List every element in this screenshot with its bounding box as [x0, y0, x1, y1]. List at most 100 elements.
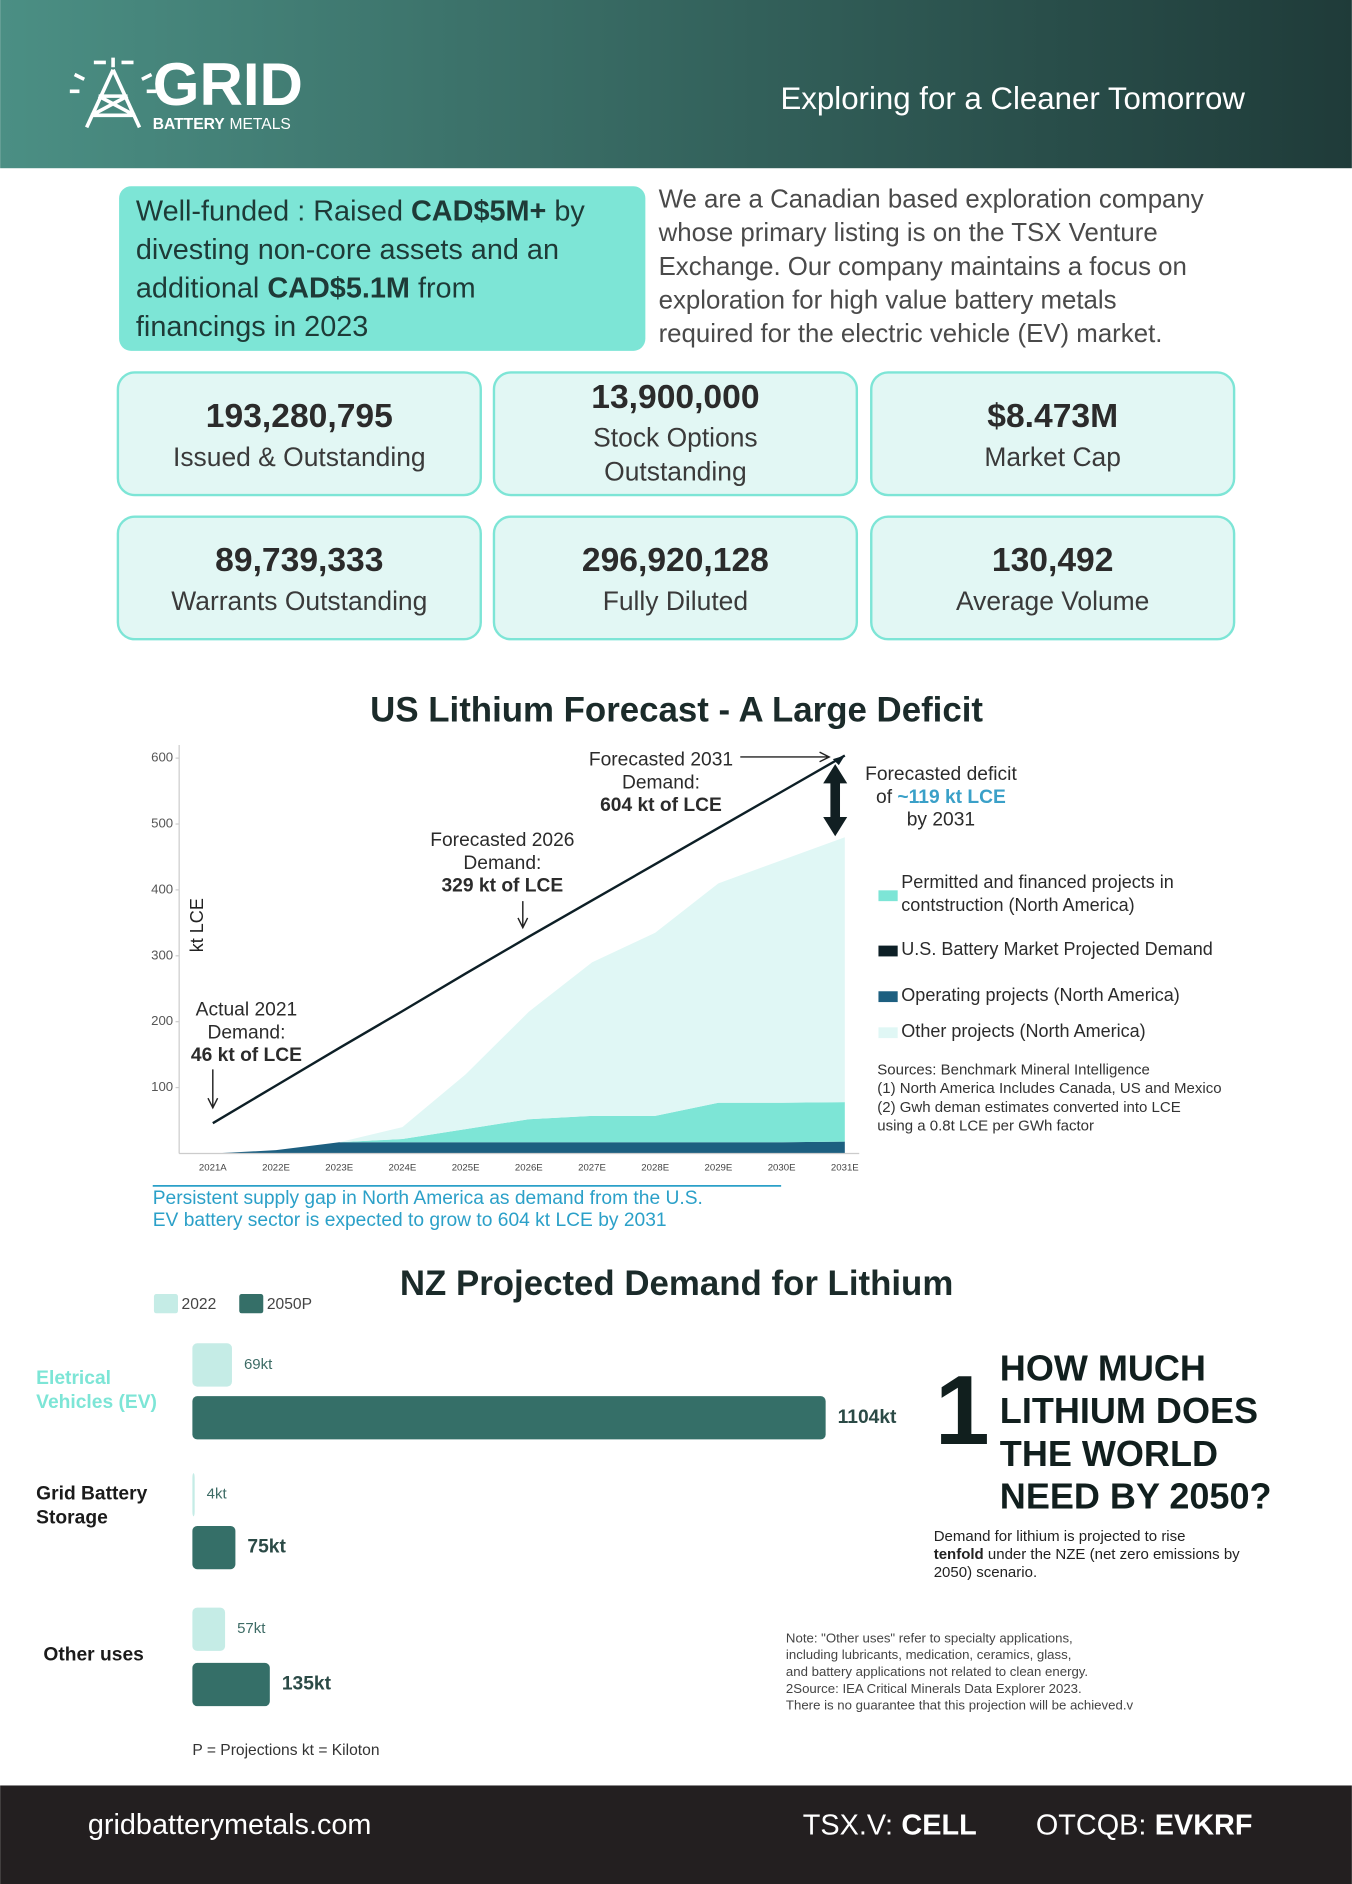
caption-line: EV battery sector is expected to grow to…	[153, 1210, 667, 1231]
callout-number: 1	[935, 1355, 990, 1465]
source-line: (2) Gwh deman estimates converted into L…	[877, 1099, 1180, 1116]
x-tick-label: 2026E	[515, 1162, 543, 1173]
source-line: using a 0.8t LCE per GWh factor	[877, 1117, 1094, 1134]
source-line: Sources: Benchmark Mineral Intelligence	[877, 1062, 1150, 1079]
x-tick-label: 2031E	[831, 1162, 859, 1173]
x-tick-label: 2024E	[389, 1162, 417, 1173]
category-label: Other uses	[43, 1644, 144, 1666]
stat-value: $8.473M	[987, 398, 1118, 435]
intro-line: whose primary listing is on the TSX Vent…	[658, 219, 1158, 247]
annotation-line: 46 kt of LCE	[191, 1045, 302, 1066]
ticker-symbol: CELL	[901, 1809, 976, 1841]
text-run: Actual 2021	[196, 1000, 298, 1021]
legend-label: Operating projects (North America)	[901, 984, 1180, 1006]
text-run: Well-funded : Raised	[136, 195, 411, 227]
text-run: of	[876, 787, 897, 808]
text-run: Demand:	[207, 1022, 285, 1043]
category-label: Eletrical Vehicles (EV)	[36, 1368, 157, 1413]
text-run: 329 kt of LCE	[441, 876, 563, 897]
legend-swatch	[878, 991, 898, 1003]
x-tick-label: 2028E	[641, 1162, 669, 1173]
header-band	[0, 0, 1352, 169]
text-run: under the NZE (net zero emissions by	[984, 1546, 1240, 1563]
text-run: Forecasted 2031	[589, 750, 733, 771]
note-line: Note: "Other uses" refer to specialty ap…	[786, 1630, 1073, 1645]
value-label: 1104kt	[838, 1407, 897, 1428]
stat-value: 193,280,795	[206, 398, 393, 435]
category-label-box: Other uses	[43, 1644, 144, 1666]
x-tick-label: 2030E	[768, 1162, 796, 1173]
stat-box	[116, 515, 482, 641]
annotation-arrow	[517, 901, 529, 930]
logo-main: GRID	[153, 51, 303, 118]
text-run: CAD$5M+	[411, 195, 546, 227]
logo-sub-bold: BATTERY	[153, 116, 226, 133]
value-label: 135kt	[282, 1674, 332, 1695]
y-tick-label: 200	[151, 1013, 173, 1028]
stat-label: Outstanding	[604, 456, 746, 486]
stat-label: Warrants Outstanding	[171, 586, 427, 616]
note-line: and battery applications not related to …	[786, 1664, 1088, 1679]
stat-box	[870, 371, 1236, 497]
x-tick-label: 2021A	[199, 1162, 227, 1173]
note-line: There is no guarantee that this projecti…	[786, 1698, 1134, 1713]
source-line: (1) North America Includes Canada, US an…	[877, 1080, 1221, 1097]
annotation-line: Demand:	[622, 772, 700, 793]
y-tick-label: 500	[151, 816, 173, 831]
stat-value: 13,900,000	[591, 379, 759, 416]
x-tick-label: 2027E	[578, 1162, 606, 1173]
annotation-line: 329 kt of LCE	[441, 876, 563, 897]
ticker-label: TSX.V:	[803, 1809, 893, 1841]
stat-label: Market Cap	[984, 442, 1121, 472]
demand-line	[212, 754, 846, 1125]
callout-title: NEED BY 2050?	[1000, 1475, 1272, 1516]
text-run: from	[410, 272, 476, 304]
chart-title: US Lithium Forecast - A Large Deficit	[370, 691, 983, 730]
stat-box	[870, 515, 1236, 641]
text-run: divesting non-core assets and an	[136, 234, 559, 266]
legend-label: 2050P	[267, 1296, 312, 1313]
legend-label: Other projects (North America)	[901, 1020, 1146, 1042]
line-arrowhead	[832, 755, 845, 766]
deficit-arrow	[823, 764, 848, 837]
text-run: financings in 2023	[136, 311, 368, 343]
callout-text: Demand for lithium is projected to rise	[934, 1528, 1186, 1545]
annotation-line: of ~119 kt LCE	[876, 787, 1006, 808]
callout-text: 2050) scenario.	[934, 1564, 1037, 1581]
legend-label: 2022	[182, 1296, 217, 1313]
highlight-line: financings in 2023	[136, 311, 368, 343]
ticker: TSX.V: CELL	[803, 1809, 977, 1841]
ticker-symbol: EVKRF	[1155, 1809, 1253, 1841]
highlight-line: Well-funded : Raised CAD$5M+ by	[136, 195, 585, 227]
stat-label: Fully Diluted	[603, 586, 748, 616]
text-run: 604 kt of LCE	[600, 795, 722, 816]
y-tick-label: 300	[151, 947, 173, 962]
text-run: by 2031	[907, 810, 975, 831]
footnote: P = Projections kt = Kiloton	[192, 1742, 379, 1759]
text-run: CAD$5.1M	[267, 272, 410, 304]
ticker: OTCQB: EVKRF	[1036, 1809, 1253, 1841]
intro-line: We are a Canadian based exploration comp…	[659, 185, 1204, 213]
logo-icon	[69, 57, 157, 129]
tagline: Exploring for a Cleaner Tomorrow	[780, 81, 1245, 116]
value-label: 69kt	[244, 1356, 273, 1373]
callout-text: tenfold under the NZE (net zero emission…	[934, 1546, 1240, 1563]
bar	[192, 1662, 270, 1707]
value-label: 4kt	[207, 1486, 228, 1503]
stat-value: 89,739,333	[215, 542, 383, 579]
annotation-arrow	[207, 1069, 219, 1110]
legend-label: Permitted and financed projects in conts…	[901, 872, 1174, 916]
y-tick-label: 600	[151, 750, 173, 765]
annotation-line: Demand:	[207, 1022, 285, 1043]
highlight-box	[119, 186, 646, 351]
annotation-line: Forecasted deficit	[865, 764, 1017, 785]
x-tick-label: 2022E	[262, 1162, 290, 1173]
bar	[192, 1396, 826, 1440]
callout-title: HOW MUCH	[1000, 1347, 1206, 1388]
legend-swatch	[239, 1294, 264, 1314]
value-label: 75kt	[247, 1537, 286, 1558]
highlight-line: additional CAD$5.1M from	[136, 272, 476, 304]
text-run: Demand:	[622, 772, 700, 793]
